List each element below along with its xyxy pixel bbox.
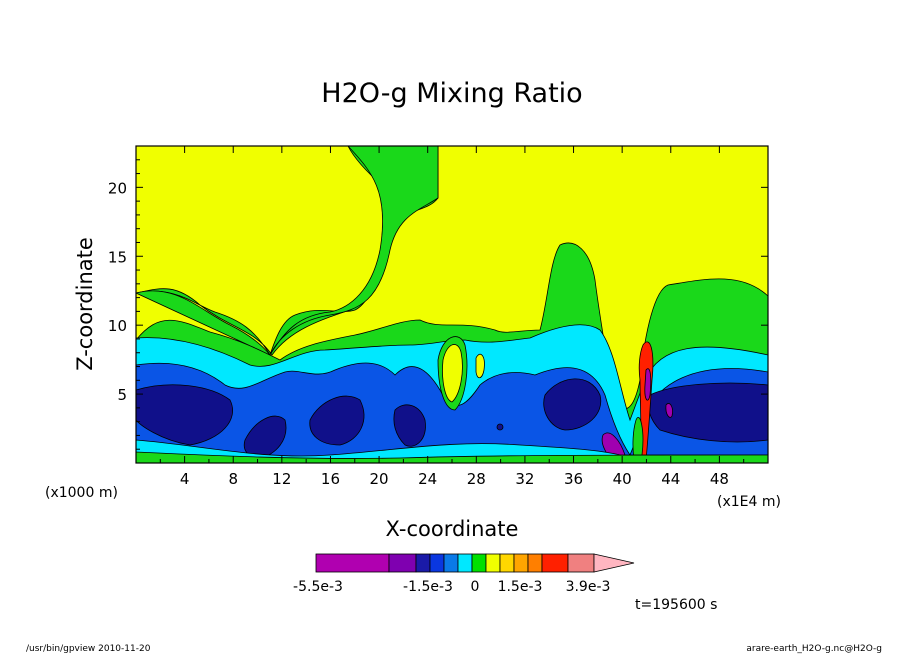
colorbar-swatch — [457, 553, 473, 573]
colorbar-swatch — [429, 553, 445, 573]
chart-title: H2O-g Mixing Ratio — [321, 78, 582, 109]
x-tick-label: 36 — [564, 470, 583, 488]
colorbar-swatch — [471, 553, 487, 573]
colorbar-swatch — [485, 553, 501, 573]
colorbar-swatch — [513, 553, 529, 573]
contour-fill-blob-3 — [475, 353, 485, 379]
contour-plot — [135, 145, 769, 464]
colorbar — [315, 553, 635, 573]
x-tick-label: 20 — [370, 470, 389, 488]
footer-right: arare-earth_H2O-g.nc@H2O-g — [746, 644, 882, 654]
contour-fill-core-4 — [393, 404, 426, 447]
x-axis-title: X-coordinate — [386, 517, 519, 541]
colorbar-label: 1.5e-3 — [498, 579, 543, 595]
y-axis: 5 10 15 20 — [108, 159, 768, 450]
x-axis: 4 8 12 16 20 24 28 32 36 40 44 48 — [159, 146, 745, 488]
x-tick-label: 4 — [180, 470, 190, 488]
y-tick-label: 10 — [108, 317, 127, 335]
contour-fill-core-5 — [543, 378, 602, 431]
footer-left: /usr/bin/gpview 2010-11-20 — [26, 644, 151, 654]
colorbar-swatch — [499, 553, 515, 573]
contour-fill-blob-5 — [496, 423, 504, 431]
colorbar-swatch — [388, 553, 417, 573]
contour-fill-blob-2 — [442, 344, 463, 403]
time-label: t=195600 s — [635, 597, 717, 613]
x-tick-label: 12 — [272, 470, 291, 488]
x-tick-label: 24 — [418, 470, 437, 488]
x-tick-label: 48 — [710, 470, 729, 488]
colorbar-label: 0 — [471, 579, 480, 595]
contour-fill-bottom-2 — [136, 451, 768, 463]
colorbar-arrow — [593, 553, 635, 573]
y-axis-title: Z-coordinate — [73, 237, 97, 371]
contour-fill-blob-4 — [665, 403, 673, 418]
colorbar-swatch — [443, 553, 459, 573]
x-tick-label: 8 — [228, 470, 238, 488]
x-tick-label: 28 — [467, 470, 486, 488]
colorbar-swatch — [527, 553, 543, 573]
contour-fill-turbulence-2 — [644, 368, 652, 401]
x-tick-label: 40 — [613, 470, 632, 488]
colorbar-swatch — [541, 553, 569, 573]
contour-fill-core-3 — [309, 395, 365, 446]
y-tick-label: 5 — [117, 386, 127, 404]
y-tick-label: 15 — [108, 248, 127, 266]
y-tick-label: 20 — [108, 179, 127, 197]
x-tick-label: 32 — [515, 470, 534, 488]
colorbar-label: -5.5e-3 — [293, 579, 343, 595]
colorbar-swatch — [567, 553, 595, 573]
x-unit-left: (x1000 m) — [45, 485, 118, 501]
x-tick-label: 16 — [321, 470, 340, 488]
x-tick-label: 44 — [661, 470, 680, 488]
contour-fill-core-6 — [647, 382, 768, 443]
colorbar-label: 3.9e-3 — [566, 579, 611, 595]
colorbar-label: -1.5e-3 — [403, 579, 453, 595]
colorbar-swatch — [415, 553, 431, 573]
x-unit-right: (x1E4 m) — [717, 494, 781, 510]
contour-fill-core-1 — [136, 384, 233, 446]
colorbar-swatch — [315, 553, 390, 573]
colorbar-labels: -5.5e-3 -1.5e-3 0 1.5e-3 3.9e-3 — [293, 579, 610, 595]
